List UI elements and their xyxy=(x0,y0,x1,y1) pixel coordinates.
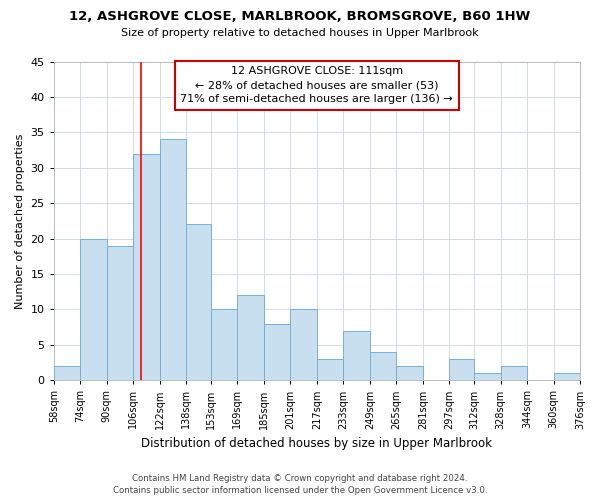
Bar xyxy=(554,373,580,380)
Bar xyxy=(290,310,317,380)
Text: Contains HM Land Registry data © Crown copyright and database right 2024.
Contai: Contains HM Land Registry data © Crown c… xyxy=(113,474,487,495)
Bar xyxy=(186,224,211,380)
Bar xyxy=(133,154,160,380)
Bar xyxy=(343,330,370,380)
Bar xyxy=(474,373,500,380)
Bar xyxy=(80,238,107,380)
Text: 12 ASHGROVE CLOSE: 111sqm
← 28% of detached houses are smaller (53)
71% of semi-: 12 ASHGROVE CLOSE: 111sqm ← 28% of detac… xyxy=(181,66,453,104)
Bar xyxy=(107,246,133,380)
X-axis label: Distribution of detached houses by size in Upper Marlbrook: Distribution of detached houses by size … xyxy=(142,437,493,450)
Bar xyxy=(211,310,238,380)
Text: 12, ASHGROVE CLOSE, MARLBROOK, BROMSGROVE, B60 1HW: 12, ASHGROVE CLOSE, MARLBROOK, BROMSGROV… xyxy=(70,10,530,23)
Bar xyxy=(500,366,527,380)
Text: Size of property relative to detached houses in Upper Marlbrook: Size of property relative to detached ho… xyxy=(121,28,479,38)
Bar xyxy=(317,359,343,380)
Bar xyxy=(238,296,264,380)
Bar xyxy=(54,366,80,380)
Bar xyxy=(449,359,474,380)
Y-axis label: Number of detached properties: Number of detached properties xyxy=(15,133,25,308)
Bar xyxy=(160,140,186,380)
Bar xyxy=(370,352,396,380)
Bar xyxy=(396,366,423,380)
Bar xyxy=(264,324,290,380)
